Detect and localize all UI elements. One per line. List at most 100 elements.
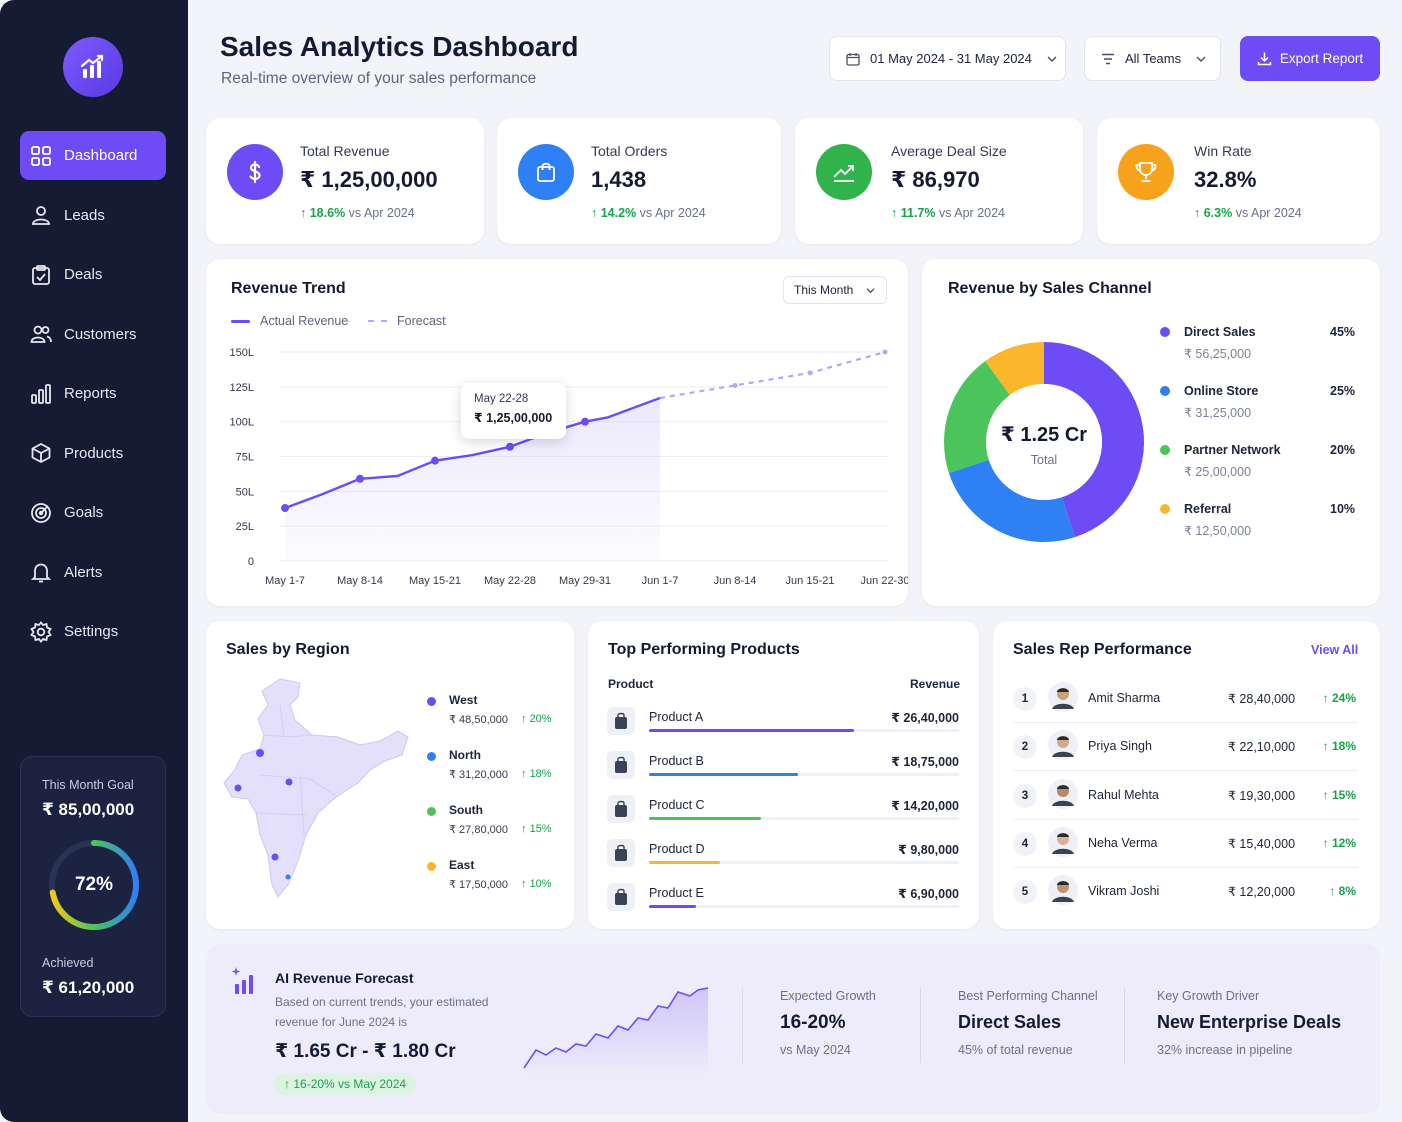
donut-center-value: ₹ 1.25 Cr: [1000, 424, 1088, 446]
kpi-card-deal-size: Average Deal Size ₹ 86,970 ↑ 11.7% vs Ap…: [795, 118, 1083, 244]
revenue-trend-title: Revenue Trend: [231, 280, 346, 297]
growth-label: Expected Growth: [780, 989, 876, 1003]
donut-slice: [985, 342, 1044, 396]
x-tick-label: May 8-14: [337, 575, 383, 587]
sidebar-item-label: Products: [64, 444, 124, 462]
page-subtitle: Real-time overview of your sales perform…: [221, 70, 537, 87]
sidebar-item-settings[interactable]: Settings: [20, 607, 166, 656]
forecast-desc-line2: revenue for June 2024 is: [275, 1015, 408, 1029]
sidebar-nav: Dashboard Leads Deals Customers Reports …: [20, 131, 166, 667]
channel-sub: 45% of total revenue: [958, 1043, 1073, 1057]
product-row[interactable]: Product E ₹ 6,90,000: [607, 883, 959, 923]
rep-delta: ↑ 12%: [1322, 835, 1356, 850]
area-fill: [285, 397, 660, 561]
trophy-icon: [1118, 144, 1174, 200]
period-select[interactable]: This Month: [783, 276, 887, 304]
product-row[interactable]: Product A ₹ 26,40,000: [607, 707, 959, 747]
shopping-bag-icon: [518, 144, 574, 200]
product-bar: [649, 861, 721, 864]
sidebar-item-products[interactable]: Products: [20, 429, 166, 478]
date-range-picker[interactable]: 01 May 2024 - 31 May 2024: [829, 36, 1066, 81]
rep-row[interactable]: 2 Priya Singh ₹ 22,10,000 ↑ 18%: [1013, 723, 1358, 772]
y-tick-label: 0: [248, 556, 254, 568]
monthly-goal-card: This Month Goal ₹ 85,00,000 72% Achieved…: [20, 756, 166, 1017]
forecast-desc-line1: Based on current trends, your estimated: [275, 995, 489, 1009]
rep-row[interactable]: 3 Rahul Mehta ₹ 19,30,000 ↑ 15%: [1013, 772, 1358, 820]
legend-forecast-label: Forecast: [397, 314, 446, 328]
sidebar-item-dashboard[interactable]: Dashboard: [20, 131, 166, 180]
product-row[interactable]: Product D ₹ 9,80,000: [607, 839, 959, 879]
product-bar-track: [649, 861, 959, 864]
rep-delta: ↑ 8%: [1329, 884, 1356, 899]
donut-slice: [944, 361, 1010, 473]
rep-rank: 4: [1013, 831, 1037, 856]
goal-percent: 72%: [74, 874, 114, 895]
user-icon: [32, 206, 50, 225]
y-tick-label: 125L: [230, 382, 254, 394]
rep-name: Neha Verma: [1088, 835, 1158, 850]
rep-rank: 1: [1013, 687, 1037, 711]
analytics-logo-icon: [80, 54, 104, 78]
avatar: [1048, 778, 1078, 809]
y-tick-label: 50L: [236, 486, 254, 498]
driver-value: New Enterprise Deals: [1157, 1012, 1342, 1032]
grid-icon: [31, 145, 51, 166]
rep-row[interactable]: 1 Amit Sharma ₹ 28,40,000 ↑ 24%: [1013, 675, 1358, 723]
rep-row[interactable]: 5 Vikram Joshi ₹ 12,20,000 ↑ 8%: [1013, 868, 1358, 916]
series-line-actual: [284, 396, 661, 510]
kpi-value: 32.8%: [1194, 167, 1257, 192]
kpi-label: Win Rate: [1194, 143, 1252, 159]
app-logo[interactable]: [63, 37, 123, 97]
rep-name: Amit Sharma: [1088, 691, 1161, 705]
kpi-delta: ↑ 14.2% vs Apr 2024: [591, 206, 706, 220]
trend-up-icon: [816, 144, 872, 200]
divider: [920, 988, 921, 1063]
data-point: [281, 504, 289, 513]
divider: [742, 988, 743, 1063]
product-bar-track: [649, 729, 959, 732]
sidebar-item-label: Alerts: [64, 563, 103, 581]
product-name: Product B: [649, 754, 704, 768]
filter-icon: [1102, 53, 1114, 64]
sidebar-item-alerts[interactable]: Alerts: [20, 548, 166, 597]
team-filter[interactable]: All Teams: [1084, 36, 1221, 81]
sidebar-item-goals[interactable]: Goals: [20, 488, 166, 537]
achieved-label: Achieved: [42, 956, 94, 970]
x-tick-label: Jun 15-21: [786, 575, 835, 587]
sidebar-item-customers[interactable]: Customers: [20, 310, 166, 359]
kpi-card-revenue: Total Revenue ₹ 1,25,00,000 ↑ 18.6% vs A…: [206, 118, 484, 244]
sidebar-item-label: Deals: [64, 266, 103, 283]
avatar: [1048, 730, 1078, 761]
y-tick-label: 150L: [230, 347, 254, 359]
rep-row[interactable]: 4 Neha Verma ₹ 15,40,000 ↑ 12%: [1013, 820, 1358, 868]
period-select-label: This Month: [794, 283, 854, 297]
forecast-point: [882, 349, 888, 355]
data-point: [356, 474, 364, 483]
x-tick-label: May 15-21: [409, 575, 461, 587]
rep-amount: ₹ 28,40,000: [1228, 692, 1296, 706]
sidebar-item-reports[interactable]: Reports: [20, 369, 166, 418]
driver-label: Key Growth Driver: [1157, 989, 1260, 1003]
avatar: [1048, 875, 1078, 906]
achieved-value: ₹ 61,20,000: [42, 978, 135, 997]
forecast-sparkline: [523, 987, 709, 1077]
legend-swatch: [231, 319, 250, 323]
export-report-button[interactable]: Export Report: [1240, 36, 1380, 81]
region-title: Sales by Region: [226, 641, 350, 658]
legend-dot: [1160, 504, 1170, 514]
product-row[interactable]: Product B ₹ 18,75,000: [607, 751, 959, 791]
users-icon: [30, 325, 52, 343]
sidebar-item-leads[interactable]: Leads: [20, 191, 166, 240]
chart-tooltip: May 22-28 ₹ 1,25,00,000: [461, 383, 566, 439]
product-thumbnail: [607, 707, 635, 735]
x-tick-label: May 1-7: [265, 575, 305, 587]
sidebar-item-deals[interactable]: Deals: [20, 250, 166, 299]
product-name: Product A: [649, 710, 704, 724]
rep-name: Priya Singh: [1088, 739, 1152, 754]
avatar: [1048, 826, 1078, 857]
product-row[interactable]: Product C ₹ 14,20,000: [607, 795, 959, 835]
view-all-link[interactable]: View All: [1311, 643, 1359, 657]
forecast-badge: ↑ 16-20% vs May 2024: [274, 1073, 417, 1095]
team-filter-label: All Teams: [1125, 51, 1182, 66]
product-name: Product E: [649, 886, 704, 900]
